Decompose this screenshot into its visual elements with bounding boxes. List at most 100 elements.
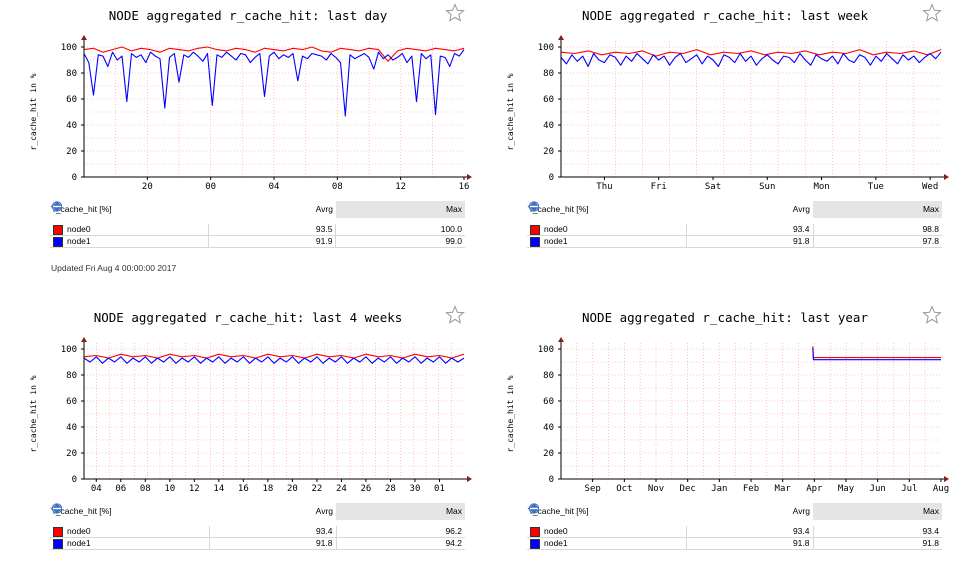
star-icon[interactable] bbox=[445, 305, 465, 325]
y-axis-arrow bbox=[81, 35, 87, 40]
legend-max-value: 100.0 bbox=[335, 224, 465, 236]
legend-table: r_cache_hit [%] Avrg Max node0 93.4 93.4 node1… bbox=[527, 503, 942, 550]
y-tick-label: 60 bbox=[543, 95, 554, 105]
legend-series-label: node0 bbox=[67, 224, 91, 234]
x-tick-label: 00 bbox=[205, 182, 216, 192]
legend-series-name: node1 bbox=[50, 537, 209, 550]
y-tick-label: 40 bbox=[543, 423, 554, 433]
x-tick-label: 04 bbox=[91, 484, 102, 494]
legend-row-node0[interactable]: node0 93.5 100.0 bbox=[50, 224, 465, 236]
legend-series-name: node1 bbox=[527, 235, 686, 248]
x-tick-label: Sat bbox=[705, 182, 721, 192]
legend-avg-value: 91.8 bbox=[685, 537, 813, 550]
x-tick-label: Jan bbox=[711, 484, 727, 494]
legend-header-avg[interactable]: Avrg bbox=[52, 201, 336, 218]
legend-series-name: node0 bbox=[50, 526, 209, 538]
legend-row-node0[interactable]: node0 93.4 96.2 bbox=[50, 526, 465, 538]
legend-series-label: node0 bbox=[544, 526, 568, 536]
chart-panel-3: 0 20 40 60 80 100 Sep Oct Nov Dec Jan Feb Mar Apr May J… bbox=[477, 302, 953, 585]
legend-header-max-label: Max bbox=[922, 204, 939, 214]
x-axis-arrow bbox=[467, 174, 472, 180]
legend-header-max[interactable]: Max bbox=[52, 201, 465, 218]
legend-series-name: node0 bbox=[527, 224, 686, 236]
y-tick-label: 0 bbox=[72, 173, 77, 183]
legend-header-max[interactable]: Max bbox=[529, 201, 942, 218]
legend-header-name[interactable]: r_cache_hit [%] bbox=[527, 503, 680, 520]
legend-avg-value: 91.8 bbox=[685, 235, 813, 248]
legend-header-max[interactable]: Max bbox=[529, 503, 942, 520]
y-tick-label: 80 bbox=[66, 69, 77, 79]
legend-header-name-label: r_cache_hit [%] bbox=[53, 204, 112, 214]
star-icon[interactable] bbox=[922, 305, 942, 325]
chart-title: NODE aggregated r_cache_hit: last day bbox=[109, 8, 388, 23]
legend-table: r_cache_hit [%] Avrg Max node0 93.4 96.2 node1… bbox=[50, 503, 465, 550]
chart-panel-2: 0 20 40 60 80 100 04 06 08 10 12 14 16 18 20 22 24 26 28 30… bbox=[0, 302, 476, 585]
legend-max-value: 91.8 bbox=[812, 537, 942, 550]
legend-series-label: node0 bbox=[67, 526, 91, 536]
legend-table: r_cache_hit [%] Avrg Max node0 93.5 100.0 node… bbox=[50, 201, 465, 248]
legend-header-name[interactable]: r_cache_hit [%] bbox=[50, 503, 203, 520]
legend-header-max[interactable]: Max bbox=[52, 503, 465, 520]
y-tick-label: 40 bbox=[66, 121, 77, 131]
legend-header-name[interactable]: r_cache_hit [%] bbox=[50, 201, 202, 218]
updated-timestamp: Updated Fri Aug 4 00:00:00 2017 bbox=[51, 263, 177, 273]
series-line-node0 bbox=[83, 46, 465, 62]
chart-svg: 0 20 40 60 80 100 Thu Fri Sat Sun Mon Tue Wed NODE ag… bbox=[506, 8, 949, 192]
legend-avg-value: 93.5 bbox=[208, 224, 336, 236]
legend-header-avg-label: Avrg bbox=[315, 506, 333, 516]
x-tick-label: 16 bbox=[238, 484, 249, 494]
series-swatch bbox=[53, 236, 63, 247]
x-tick-label: Oct bbox=[616, 484, 632, 494]
x-axis-arrow bbox=[467, 476, 472, 482]
x-axis-arrow bbox=[944, 174, 949, 180]
x-tick-label: Mar bbox=[775, 484, 792, 494]
plot-area bbox=[561, 41, 945, 177]
legend-header-name-sort[interactable] bbox=[52, 503, 209, 520]
legend-table: r_cache_hit [%] Avrg Max node0 93.4 98.8 node1… bbox=[527, 201, 942, 248]
legend-row-node0[interactable]: node0 93.4 98.8 bbox=[527, 224, 942, 236]
legend-row-node1[interactable]: node1 91.8 94.2 bbox=[50, 537, 465, 550]
chart-panel-0: 0 20 40 60 80 100 20 00 04 08 12 16 NODE aggregated … bbox=[0, 0, 476, 283]
legend-row-node1[interactable]: node1 91.9 99.0 bbox=[50, 235, 465, 248]
legend-header-avg[interactable]: Avrg bbox=[52, 503, 336, 520]
legend-series-label: node1 bbox=[544, 236, 568, 246]
legend-header-name-label: r_cache_hit [%] bbox=[530, 204, 589, 214]
legend-row-node0[interactable]: node0 93.4 93.4 bbox=[527, 526, 942, 538]
x-tick-label: 10 bbox=[164, 484, 175, 494]
legend-series-label: node1 bbox=[544, 538, 568, 548]
legend-header-max-label: Max bbox=[445, 204, 462, 214]
y-tick-label: 20 bbox=[543, 147, 554, 157]
x-tick-label: Nov bbox=[648, 484, 664, 494]
star-icon[interactable] bbox=[922, 3, 942, 23]
legend-header-name-sort[interactable] bbox=[529, 503, 686, 520]
legend-row-node1[interactable]: node1 91.8 91.8 bbox=[527, 537, 942, 550]
legend-header-avg-label: Avrg bbox=[792, 506, 810, 516]
legend-row-node1[interactable]: node1 91.8 97.8 bbox=[527, 235, 942, 248]
legend-header-name[interactable]: r_cache_hit [%] bbox=[527, 201, 680, 218]
y-tick-label: 100 bbox=[538, 345, 554, 355]
x-tick-label: 16 bbox=[459, 182, 470, 192]
x-tick-label: 08 bbox=[332, 182, 343, 192]
y-tick-label: 20 bbox=[66, 147, 77, 157]
series-line-node0 bbox=[83, 353, 465, 359]
legend-header-name-sort[interactable] bbox=[52, 201, 209, 218]
legend-header-max-label: Max bbox=[445, 506, 462, 516]
legend-header-name-sort[interactable] bbox=[529, 201, 686, 218]
legend-avg-value: 93.4 bbox=[208, 526, 336, 538]
y-axis-label: r_cache_hit in % bbox=[29, 73, 38, 150]
star-icon[interactable] bbox=[445, 3, 465, 23]
legend-series-name: node0 bbox=[527, 526, 686, 538]
legend-header-avg[interactable]: Avrg bbox=[529, 503, 813, 520]
y-axis-label: r_cache_hit in % bbox=[506, 375, 515, 452]
legend-series-label: node1 bbox=[67, 538, 91, 548]
chart-svg: 0 20 40 60 80 100 Sep Oct Nov Dec Jan Feb Mar Apr May J… bbox=[506, 310, 949, 494]
series-swatch bbox=[530, 236, 540, 247]
y-tick-label: 80 bbox=[543, 371, 554, 381]
y-tick-label: 40 bbox=[543, 121, 554, 131]
x-tick-label: 20 bbox=[142, 182, 153, 192]
y-tick-label: 80 bbox=[543, 69, 554, 79]
legend-header-avg[interactable]: Avrg bbox=[529, 201, 813, 218]
series-swatch bbox=[530, 526, 540, 537]
series-line-node1 bbox=[812, 347, 941, 361]
x-tick-label: Apr bbox=[806, 484, 823, 494]
